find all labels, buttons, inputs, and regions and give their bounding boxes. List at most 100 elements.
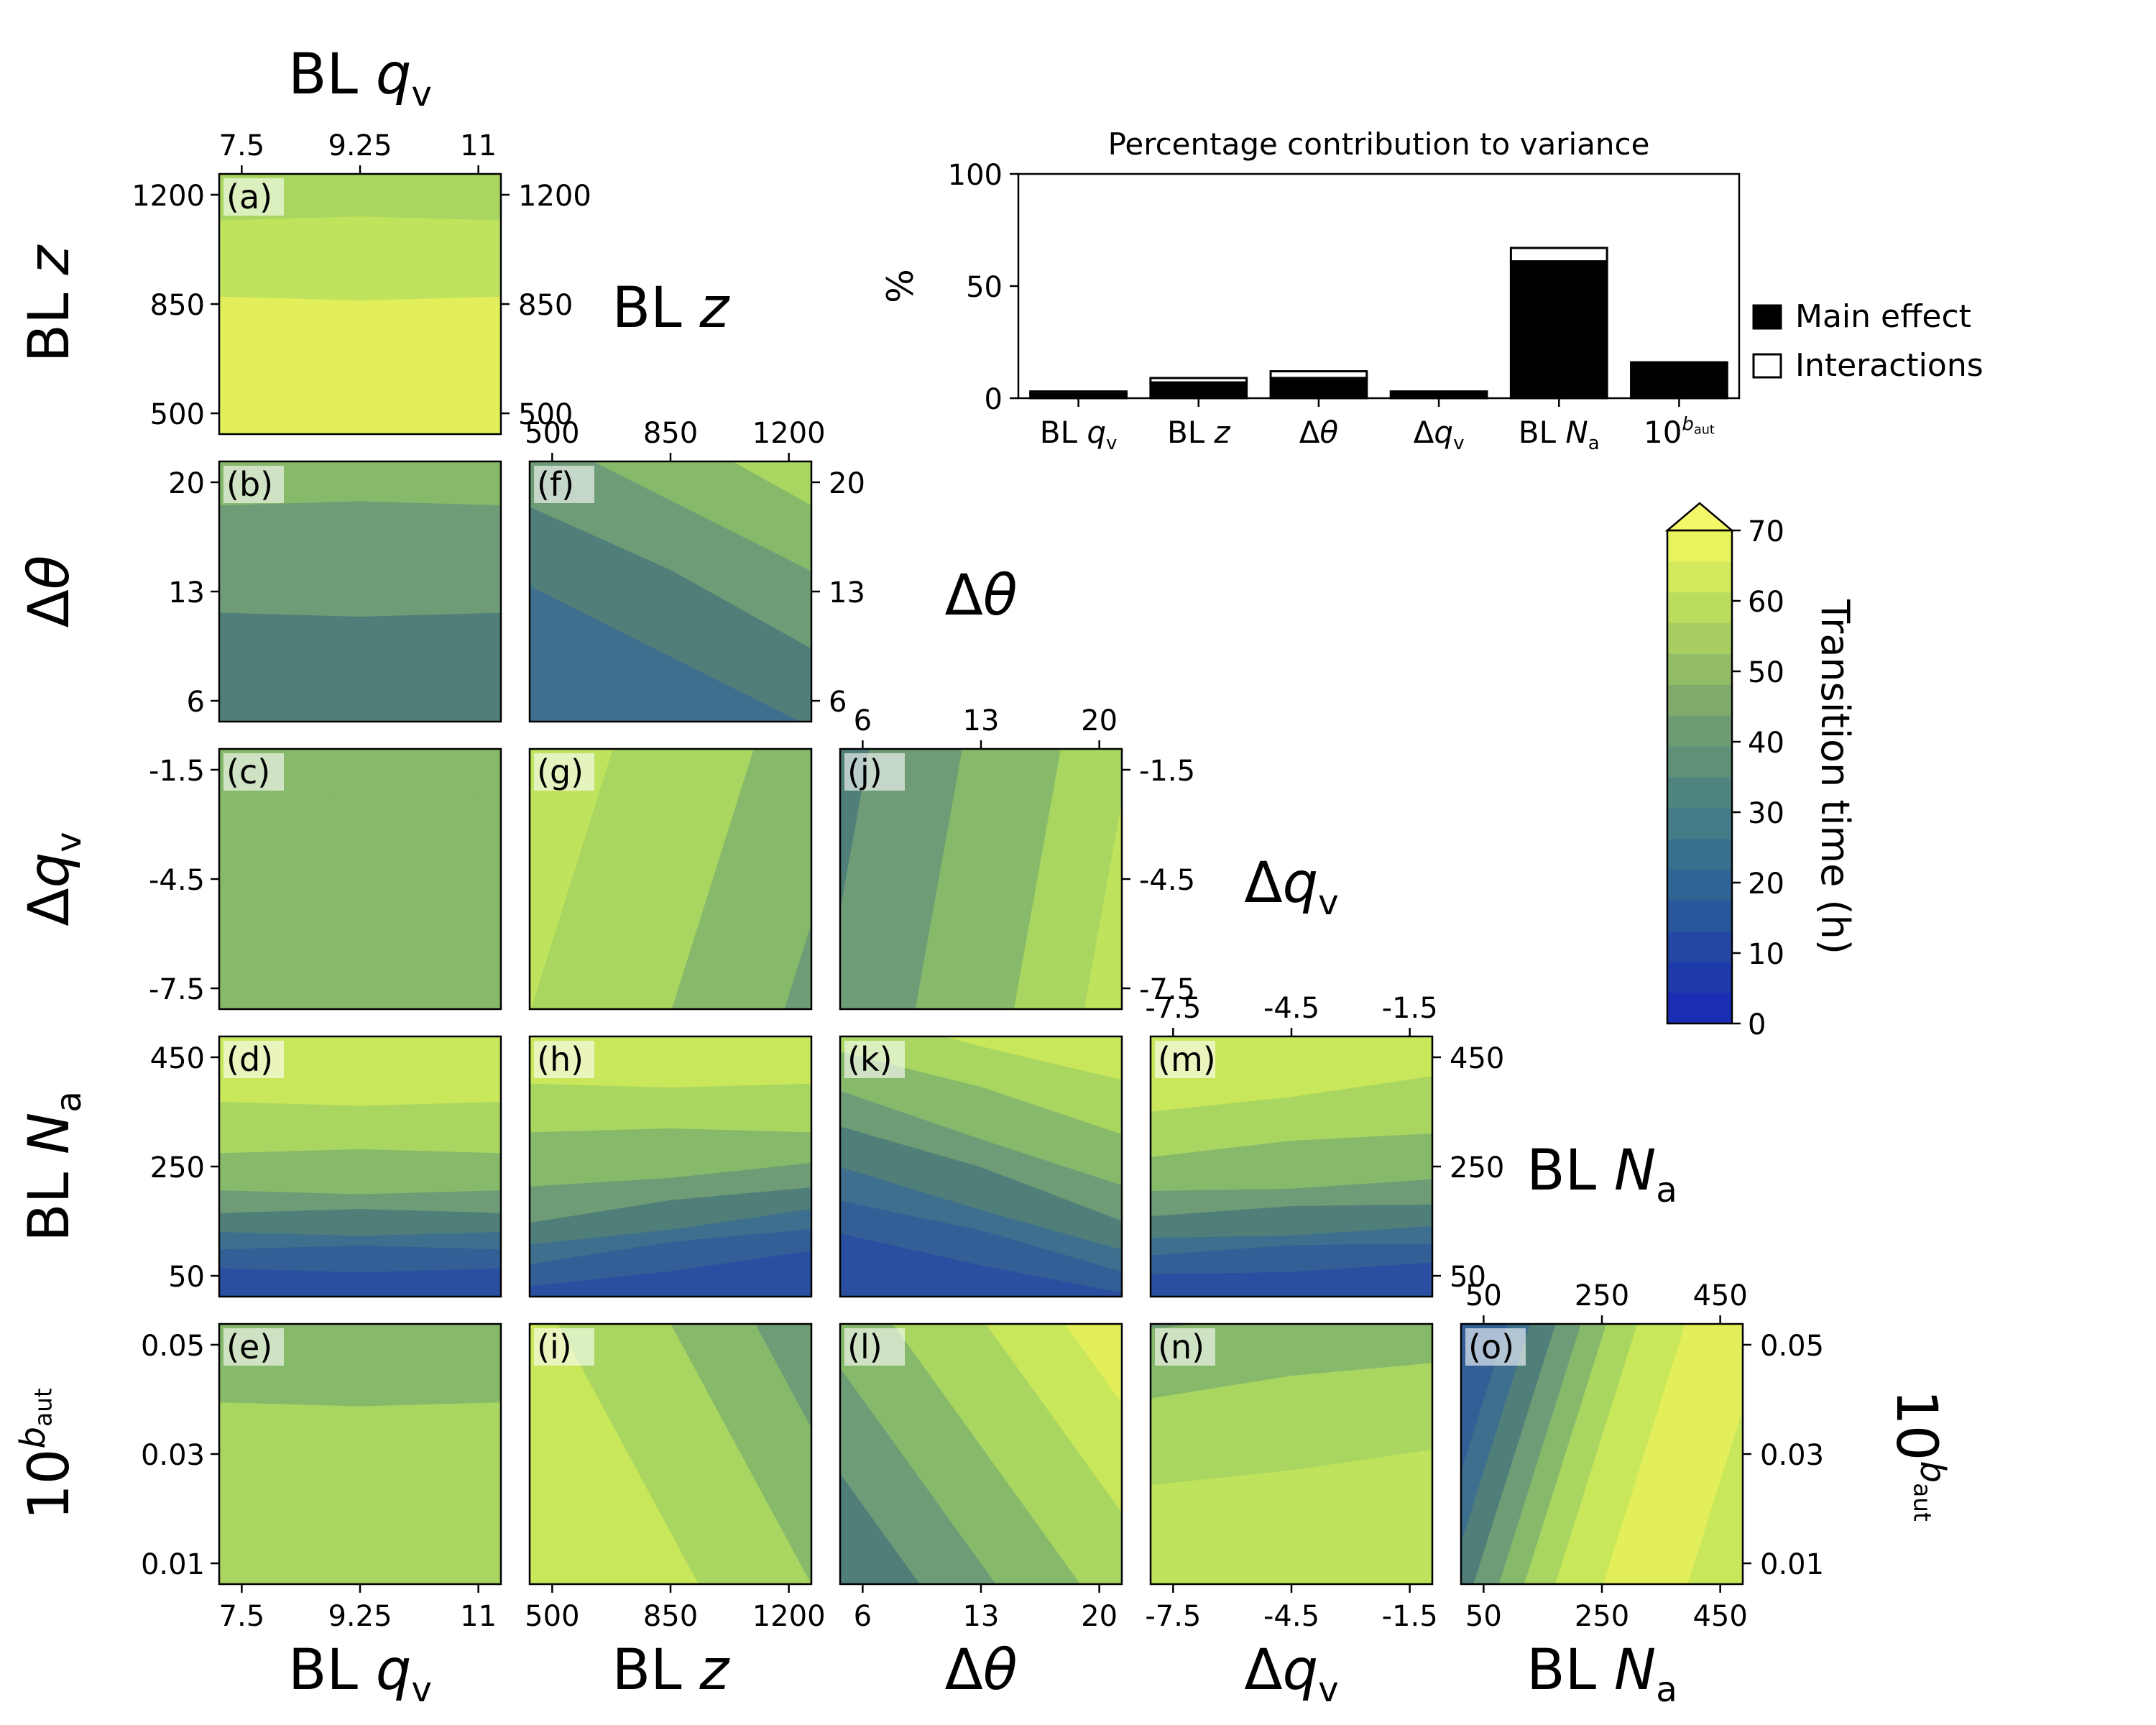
panel-letter: (n) [1155,1328,1215,1366]
contour-band [1151,1324,1199,1329]
panel-letter: (l) [844,1328,905,1366]
colorbar-segment [1667,900,1732,932]
bar-x-tick-label: BL z [1167,415,1231,450]
bar-interactions [1509,247,1608,263]
contour-fill [219,174,501,434]
contour-band [1151,1036,1432,1112]
right-tick-label: 250 [1450,1151,1504,1184]
panel-letter-box [1155,1041,1215,1078]
panel-letter: (a) [224,178,284,216]
right-tick-label: -1.5 [1139,755,1195,788]
legend-swatch [1752,304,1782,330]
colorbar: 0 10 20 30 40 50 60 70 Transition time (h) [1664,502,1858,1041]
contour-panel: (l) 6 13 20 [839,1322,1123,1633]
panel-frame [839,1035,1123,1298]
top-tick-label: 1200 [752,417,826,450]
colorbar-segment [1667,777,1732,809]
x-tick-label: -1.5 [1382,1600,1438,1633]
colorbar-tick-label: 50 [1748,656,1784,689]
right-tick-label: 6 [829,686,847,719]
panel-letter: (g) [534,753,594,791]
top-tick-label: 20 [1081,704,1118,737]
colorbar-segment [1667,530,1732,562]
colorbar-segment [1667,962,1732,993]
panel-letter-box [224,753,284,791]
panel-letter-box [224,1041,284,1078]
panel-letter-box [224,466,284,503]
contour-band [219,461,501,505]
panel-letter: (c) [224,753,284,791]
contour-panel: (g) [528,748,813,1011]
panel-letter-text: (d) [226,1040,273,1079]
y-tick-label: -1.5 [149,755,205,788]
variance-bar-chart: Percentage contribution to variance 0 50 10… [880,126,1984,454]
contour-band [593,461,811,571]
top-tick-label: 6 [854,704,872,737]
x-tick-label: 50 [1465,1600,1502,1633]
x-axis-label: BL qv [288,1638,432,1710]
colorbar-segment [1667,715,1732,747]
panel-letter-text: (i) [537,1328,572,1366]
legend-label: Interactions [1795,347,1984,384]
legend-label: Main effect [1795,298,1971,335]
panel-letter-text: (a) [226,178,272,216]
panel-letter: (d) [224,1040,284,1079]
diag-top-label: BL Na [1526,1138,1677,1210]
bar-x-tick-label: BL Na [1519,415,1600,454]
panel-letter: (j) [844,753,905,791]
colorbar-segment [1667,622,1732,654]
colorbar-segment [1667,684,1732,716]
contour-band [219,174,501,221]
panel-letter-box [844,753,905,791]
y-tick-label: 1200 [132,180,205,213]
top-tick-label: 850 [643,417,698,450]
bar-y-label: % [880,269,921,303]
panel-letter-text: (k) [847,1040,893,1079]
contour-band [1064,1324,1122,1404]
y-tick-label: 6 [187,686,205,719]
right-tick-label: 20 [829,467,865,500]
bar-x-tick-label: 10baut [1644,413,1715,450]
panel-letter: (i) [534,1328,594,1366]
diag-top-label: BL qv [288,42,432,114]
panel-letter-text: (f) [537,465,574,504]
panel-letter-text: (e) [226,1328,272,1366]
panel-letter-box [1465,1328,1526,1366]
panel-letter: (h) [534,1040,594,1079]
y-tick-label: 0.05 [141,1330,205,1363]
contour-panel: (k) [839,1035,1123,1298]
top-tick-label: 13 [963,704,1000,737]
right-tick-label: 1200 [518,180,591,213]
y-tick-label: 50 [168,1261,205,1294]
panel-letter-text: (h) [537,1040,584,1079]
x-tick-label: 13 [963,1600,1000,1633]
panel-letter-box [534,1041,594,1078]
bar-x-tick-label: BL qv [1040,415,1118,454]
top-tick-label: -4.5 [1263,992,1319,1025]
right-tick-label: 0.01 [1760,1548,1824,1581]
colorbar-segment [1667,807,1732,840]
contour-fill [840,1036,1122,1297]
contour-fill [530,461,811,722]
contour-band [1151,1324,1432,1399]
contour-band [530,1036,811,1088]
panel-letter-box [534,753,594,791]
right-tick-label: 850 [518,289,573,322]
contour-fill [1151,1324,1432,1584]
colorbar-segment [1667,746,1732,778]
contour-fill [1151,1036,1432,1297]
panel-letter-box [534,466,594,503]
top-tick-label: 50 [1465,1279,1502,1312]
bar-y-tick-label: 100 [948,159,1003,192]
panel-letter: (o) [1465,1328,1526,1366]
contour-fill [530,749,811,1009]
right-tick-label: 0.03 [1760,1439,1824,1472]
colorbar-tick-label: 40 [1748,727,1784,760]
x-tick-label: 500 [525,1600,579,1633]
scatter-matrix: (a)50085012007.55009.25850111200(b)61320… [13,42,1953,1710]
panel-letter-text: (o) [1468,1328,1514,1366]
contour-panel: (b) 6 13 20 [168,460,502,723]
contour-band [1603,1324,1743,1584]
diag-top-label: BL z [612,276,731,341]
